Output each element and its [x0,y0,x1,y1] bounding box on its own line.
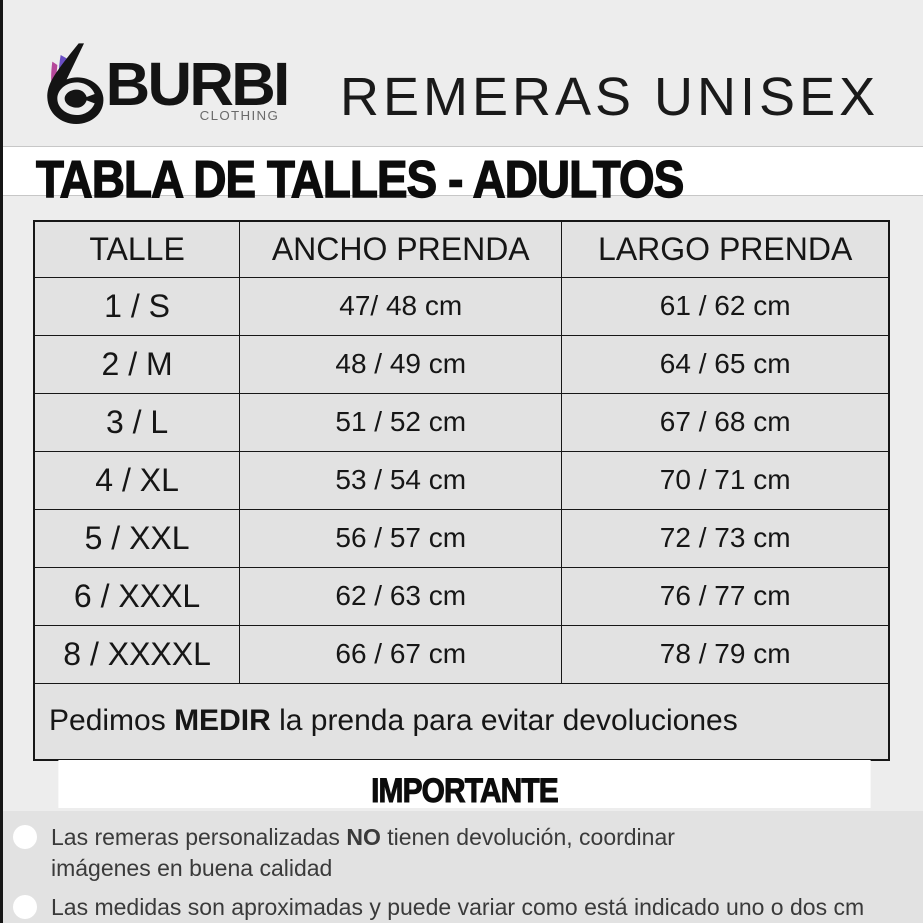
svg-text:CLOTHING: CLOTHING [200,108,280,123]
